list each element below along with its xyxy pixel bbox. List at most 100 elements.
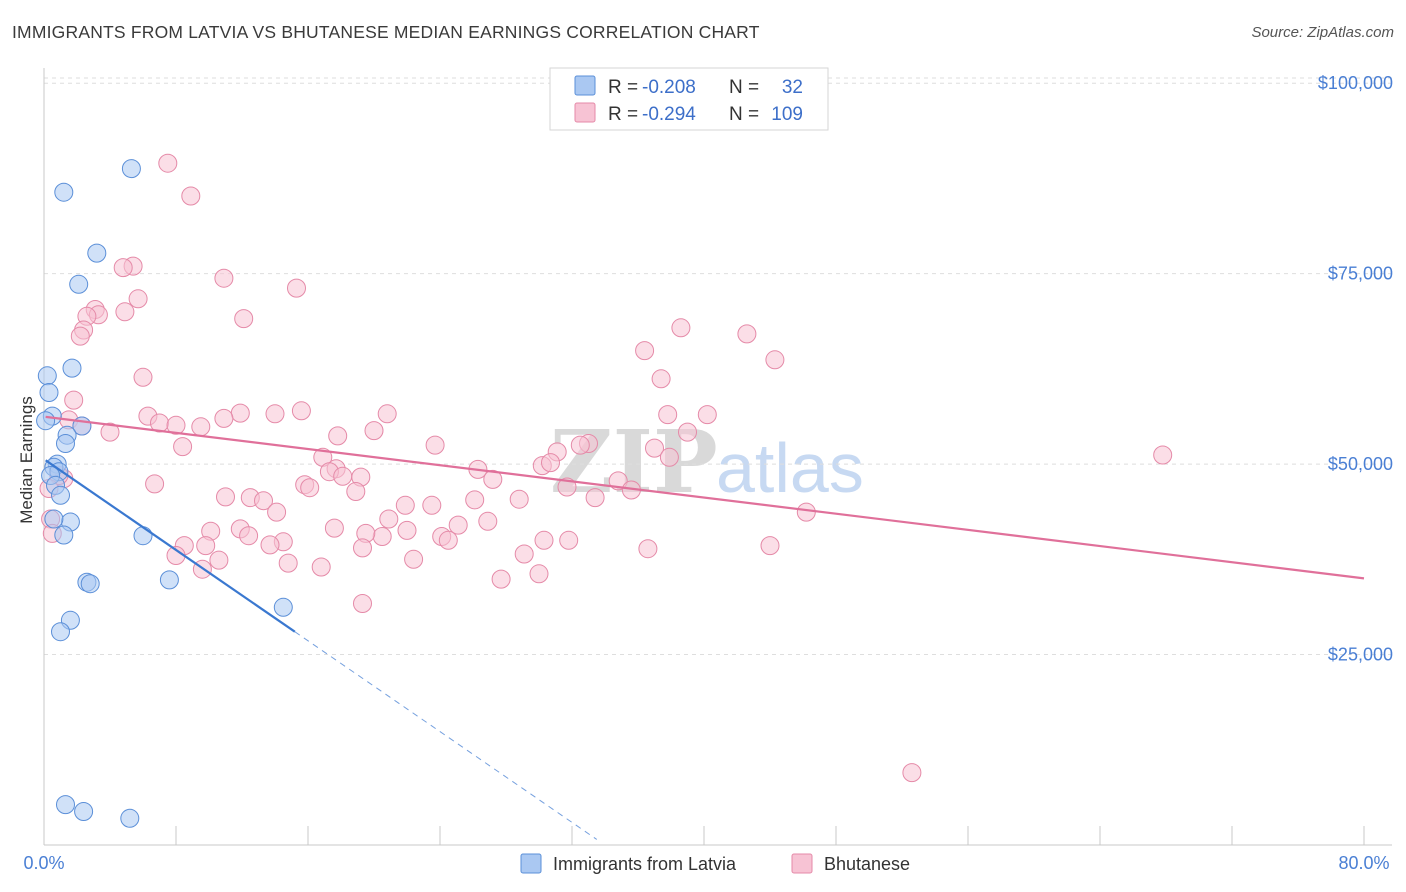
x-tick-label-max: 80.0%: [1338, 853, 1389, 873]
point-bhutanese-58: [145, 474, 165, 494]
legend-swatch-bhutanese: [574, 102, 596, 123]
legend-n-value-latvia: 32: [782, 77, 803, 98]
point-bhutanese-16: [635, 341, 655, 361]
point-bhutanese-81: [239, 526, 259, 546]
legend-box: R = -0.208 N = 32 R = -0.294 N = 109: [549, 67, 829, 131]
point-bhutanese-52: [333, 466, 353, 486]
point-latvia-8: [36, 411, 56, 431]
point-latvia-20: [54, 525, 74, 545]
y-tick-label-2: $75,000: [1328, 264, 1393, 284]
chart-source: Source: ZipAtlas.com: [1251, 24, 1394, 41]
point-latvia-6: [39, 383, 59, 402]
point-bhutanese-5: [287, 278, 306, 298]
point-latvia-28: [56, 795, 75, 815]
point-bhutanese-18: [133, 367, 153, 387]
point-bhutanese-66: [465, 490, 485, 510]
point-bhutanese-104: [796, 502, 816, 522]
point-bhutanese-25: [658, 405, 678, 425]
point-bhutanese-101: [529, 564, 549, 584]
point-latvia-29: [74, 802, 94, 821]
data-points: [36, 153, 1173, 828]
point-bhutanese-21: [230, 403, 250, 423]
point-bhutanese-46: [1153, 445, 1173, 465]
point-bhutanese-88: [514, 544, 534, 564]
legend-n-value-bhutanese: 109: [771, 104, 803, 125]
legend-frame: [549, 67, 829, 131]
point-latvia-11: [56, 434, 75, 453]
point-bhutanese-57: [483, 469, 503, 489]
point-bhutanese-82: [372, 527, 392, 546]
point-bhutanese-0: [158, 153, 178, 173]
point-bhutanese-44: [659, 447, 679, 467]
point-bhutanese-4: [214, 268, 234, 288]
point-bhutanese-98: [404, 549, 424, 569]
point-latvia-17: [51, 485, 70, 505]
point-bhutanese-92: [353, 538, 372, 558]
point-bhutanese-8: [115, 302, 135, 322]
point-bhutanese-71: [395, 495, 415, 515]
y-tick-labels: $25,000 $50,000 $75,000 $100,000: [1318, 73, 1393, 664]
bottom-legend-swatch-latvia: [520, 853, 542, 874]
legend-r-value-latvia: -0.208: [642, 77, 696, 98]
point-bhutanese-68: [585, 488, 605, 508]
point-bhutanese-63: [216, 487, 235, 507]
point-bhutanese-96: [209, 550, 229, 570]
point-bhutanese-22: [291, 401, 311, 421]
bottom-legend-label-latvia: Immigrants from Latvia: [553, 854, 737, 874]
trendline-extension-latvia: [294, 631, 598, 840]
point-bhutanese-67: [509, 489, 529, 509]
point-bhutanese-72: [422, 495, 442, 515]
point-bhutanese-70: [267, 502, 287, 522]
point-bhutanese-43: [645, 438, 664, 458]
point-bhutanese-86: [534, 530, 554, 550]
point-bhutanese-87: [559, 530, 579, 550]
point-bhutanese-26: [697, 405, 717, 425]
y-tick-label-3: $100,000: [1318, 73, 1393, 93]
trendline-latvia: [45, 459, 296, 633]
legend-swatch-latvia: [574, 75, 596, 96]
x-tick-label-min: 0.0%: [23, 853, 64, 873]
point-bhutanese-61: [557, 477, 577, 497]
point-bhutanese-103: [353, 594, 372, 613]
point-bhutanese-40: [173, 437, 193, 457]
legend-r-label-bhutanese: R =: [608, 104, 638, 125]
legend-r-label-latvia: R =: [608, 77, 638, 98]
point-bhutanese-23: [377, 404, 397, 424]
point-bhutanese-93: [638, 539, 658, 559]
legend-n-label-bhutanese: N =: [729, 104, 759, 125]
point-latvia-3: [69, 274, 89, 294]
gridlines: [44, 77, 1392, 656]
point-latvia-0: [54, 182, 74, 202]
point-bhutanese-77: [324, 518, 344, 538]
point-bhutanese-35: [364, 421, 384, 441]
point-bhutanese-3: [113, 258, 133, 278]
y-axis-title: Median Earnings: [17, 396, 36, 524]
watermark-atlas: atlas: [716, 429, 864, 507]
point-bhutanese-105: [902, 763, 922, 783]
point-latvia-27: [51, 622, 70, 642]
axes: [43, 68, 1392, 846]
point-bhutanese-17: [765, 350, 785, 370]
point-bhutanese-32: [166, 415, 186, 435]
point-bhutanese-14: [671, 318, 691, 338]
bottom-legend-label-bhutanese: Bhutanese: [824, 854, 910, 874]
trend-lines: [45, 415, 1365, 840]
point-bhutanese-20: [64, 390, 84, 410]
bottom-legend-swatch-bhutanese: [791, 853, 813, 874]
point-latvia-24: [80, 574, 100, 594]
point-bhutanese-34: [100, 422, 120, 442]
point-bhutanese-24: [265, 404, 285, 424]
point-bhutanese-73: [379, 509, 399, 529]
legend-n-label-latvia: N =: [729, 77, 759, 98]
point-bhutanese-60: [300, 478, 320, 498]
point-bhutanese-1: [181, 186, 201, 206]
point-bhutanese-41: [570, 435, 590, 455]
y-tick-label-0: $25,000: [1328, 645, 1393, 665]
point-latvia-22: [159, 570, 179, 590]
point-latvia-5: [37, 366, 57, 386]
point-bhutanese-74: [397, 520, 417, 540]
point-bhutanese-28: [214, 408, 234, 428]
point-bhutanese-36: [678, 422, 697, 442]
point-bhutanese-38: [425, 435, 445, 455]
